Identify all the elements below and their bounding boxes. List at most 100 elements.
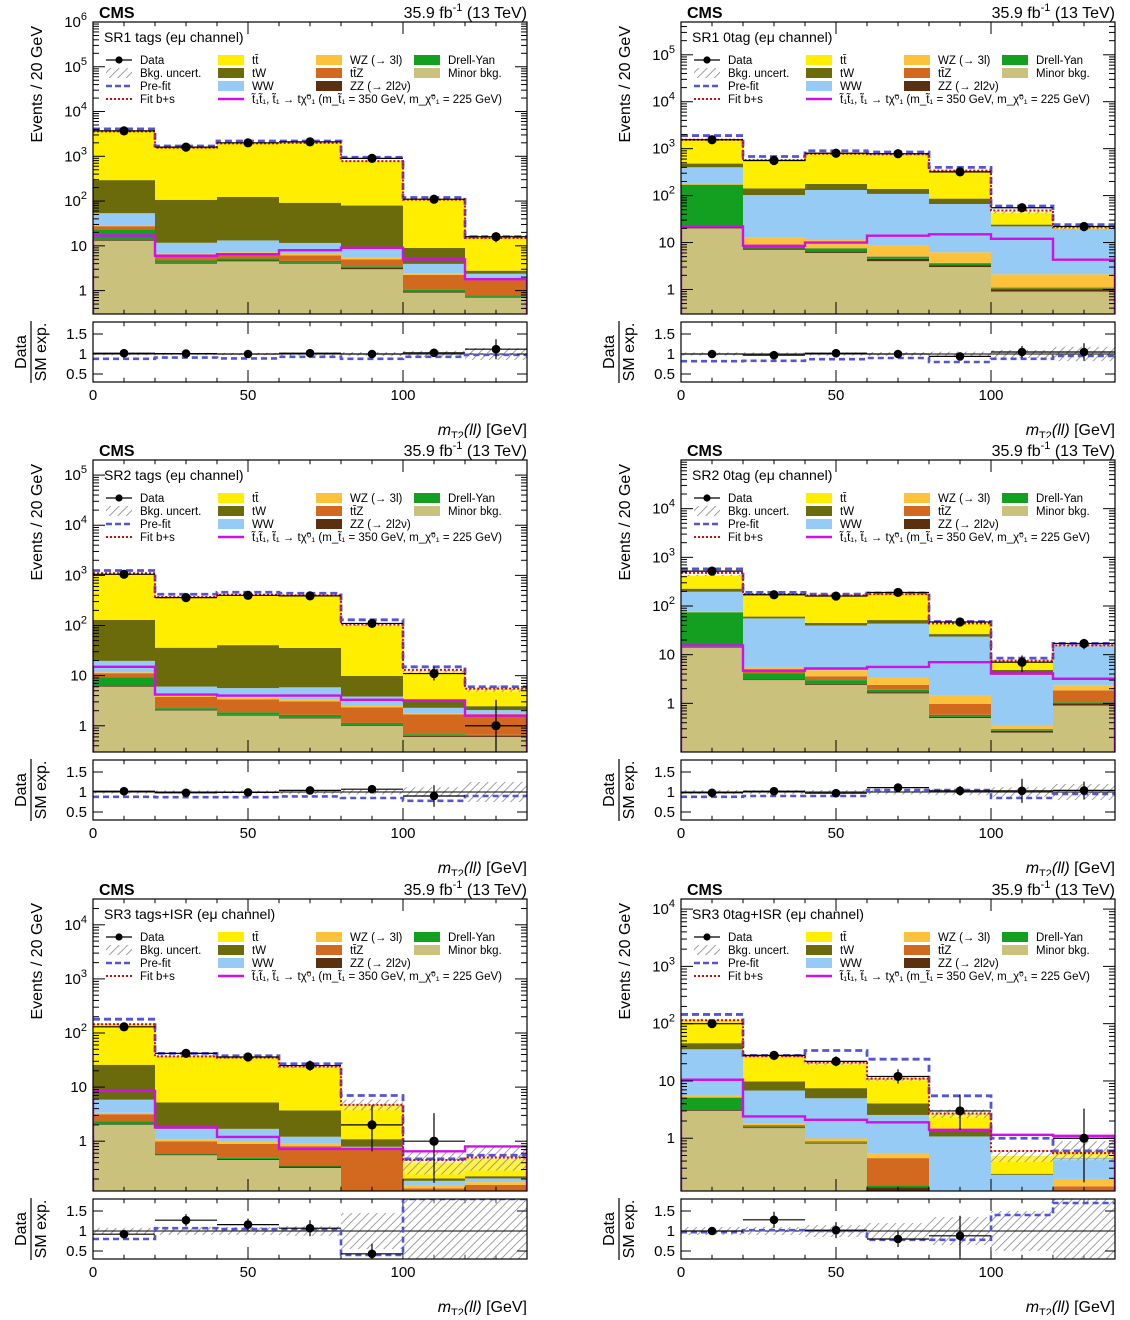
x-tick-label: 100 xyxy=(390,825,415,842)
bar-ww-4 xyxy=(867,624,929,678)
bar-tw-2 xyxy=(155,200,217,243)
legend-label: Pre-fit xyxy=(140,958,171,970)
region-label: SR1 0tag (eμ channel) xyxy=(692,29,832,45)
bar-ttbar-1 xyxy=(93,131,155,180)
bar-wz-2 xyxy=(743,238,805,246)
legend-label: tt̄Z xyxy=(350,506,363,518)
y-tick-label: 1 xyxy=(79,283,87,300)
legend-entry-14: t̃₁t̃₁, t̃₁ → tχ̃⁰₁ (m_t̃₁ = 350 GeV, m_… xyxy=(806,531,1090,544)
y-tick-label: 103 xyxy=(652,546,675,566)
legend-entry-3: WZ (→ 3l) xyxy=(904,55,991,67)
y-tick-label: 1 xyxy=(79,718,87,735)
ratio-pad xyxy=(93,339,527,360)
legend-label: Bkg. uncert. xyxy=(140,506,201,518)
ratio-tick-label: 1 xyxy=(79,784,87,801)
bar-wz-6 xyxy=(403,713,465,714)
bar-ttbar-1 xyxy=(681,575,743,588)
legend-entry-13: Fit b+s xyxy=(106,971,175,983)
bar-zz-6 xyxy=(991,731,1053,733)
region-label: SR2 tags (eμ channel) xyxy=(104,467,244,483)
lumi-label: 35.9 fb-1 (13 TeV) xyxy=(992,2,1115,22)
ratio-label-top: Data xyxy=(601,335,618,369)
legend-entry-5: Bkg. uncert. xyxy=(106,506,201,518)
bar-ttz-2 xyxy=(155,697,217,708)
ratio-tick-label: 1.5 xyxy=(66,326,87,343)
legend-entry-10: WW xyxy=(806,519,862,531)
bar-dy-2 xyxy=(743,1127,805,1128)
bar-minor-2 xyxy=(155,264,217,314)
bar-dy-3 xyxy=(217,1158,279,1159)
legend-label: tW xyxy=(252,945,266,957)
bar-ww-1 xyxy=(681,592,743,612)
bar-dy-2 xyxy=(155,708,217,710)
legend-entry-13: Fit b+s xyxy=(106,94,175,106)
y-tick-label: 105 xyxy=(64,56,87,76)
y-tick-label: 105 xyxy=(64,464,87,484)
y-tick-label: 104 xyxy=(64,101,87,121)
legend-entry-7: tt̄Z xyxy=(316,506,363,518)
legend-entry-11: ZZ (→ 2l2ν) xyxy=(904,81,999,93)
bar-tw-1 xyxy=(681,1043,743,1049)
legend-label: ZZ (→ 2l2ν) xyxy=(938,958,999,970)
legend-label: WZ (→ 3l) xyxy=(938,55,991,67)
bar-ww-3 xyxy=(805,625,867,670)
y-tick-label: 102 xyxy=(652,185,675,205)
bar-tw-2 xyxy=(155,1103,217,1129)
legend-label: Drell-Yan xyxy=(448,55,495,67)
legend-label: Fit b+s xyxy=(728,94,763,106)
bar-minor-1 xyxy=(93,1125,155,1191)
ratio-tick-label: 1.5 xyxy=(654,326,675,343)
ratio-tick-label: 0.5 xyxy=(654,1243,675,1260)
y-axis-label: Events / 20 GeV xyxy=(617,903,634,1020)
legend-entry-3: WZ (→ 3l) xyxy=(904,493,991,505)
bar-ttz-6 xyxy=(991,288,1053,289)
lumi-label: 35.9 fb-1 (13 TeV) xyxy=(404,879,527,899)
legend-entry-2: tt̄ xyxy=(218,55,259,67)
ratio-label-top: Data xyxy=(601,1212,618,1246)
legend-entry-2: tt̄ xyxy=(806,55,847,67)
legend-label: Minor bkg. xyxy=(1036,68,1090,80)
legend-entry-13: Fit b+s xyxy=(694,532,763,544)
bar-minor-1 xyxy=(93,687,155,752)
legend-label: tt̄ xyxy=(252,932,259,944)
bar-zz-4 xyxy=(279,1167,341,1168)
bar-ww-2 xyxy=(743,195,805,238)
bar-dy-7 xyxy=(465,295,527,296)
legend-entry-10: WW xyxy=(218,958,274,970)
bar-tw-4 xyxy=(867,189,929,194)
legend-label: Bkg. uncert. xyxy=(140,68,201,80)
bar-wz-2 xyxy=(155,1139,217,1141)
legend-entry-1: Data xyxy=(694,493,753,505)
legend-entry-13: Fit b+s xyxy=(106,532,175,544)
bar-dy-6 xyxy=(403,734,465,736)
bar-wz-1 xyxy=(681,1095,743,1097)
y-tick-label: 10 xyxy=(658,1073,675,1090)
bar-ww-7 xyxy=(1053,229,1115,274)
legend-label: ZZ (→ 2l2ν) xyxy=(938,81,999,93)
ratio-tick-label: 1.5 xyxy=(66,1203,87,1220)
bar-ww-5 xyxy=(929,637,991,695)
legend-entry-1: Data xyxy=(694,55,753,67)
bar-ww-1 xyxy=(93,1100,155,1113)
legend-label: ZZ (→ 2l2ν) xyxy=(350,958,411,970)
legend-label: t̃₁t̃₁, t̃₁ → tχ̃⁰₁ (m_t̃₁ = 350 GeV, m_… xyxy=(839,531,1091,544)
legend-label: Bkg. uncert. xyxy=(140,945,201,957)
x-axis-label: mT2(ll) [GeV] xyxy=(438,422,527,438)
bar-wz-1 xyxy=(681,612,743,613)
legend-label: Bkg. uncert. xyxy=(728,68,789,80)
ratio-label-top: Data xyxy=(13,335,30,369)
bar-dy-6 xyxy=(403,290,465,292)
bar-wz-7 xyxy=(1053,685,1115,690)
ratio-tick-label: 0.5 xyxy=(66,1243,87,1260)
bar-ttz-2 xyxy=(155,1141,217,1153)
legend-label: Drell-Yan xyxy=(1036,55,1083,67)
legend-entry-6: tW xyxy=(218,945,266,957)
y-tick-label: 1 xyxy=(79,1133,87,1150)
bar-tw-5 xyxy=(929,1130,991,1136)
ratio-point-2 xyxy=(743,1212,805,1228)
x-tick-label: 50 xyxy=(828,387,845,404)
